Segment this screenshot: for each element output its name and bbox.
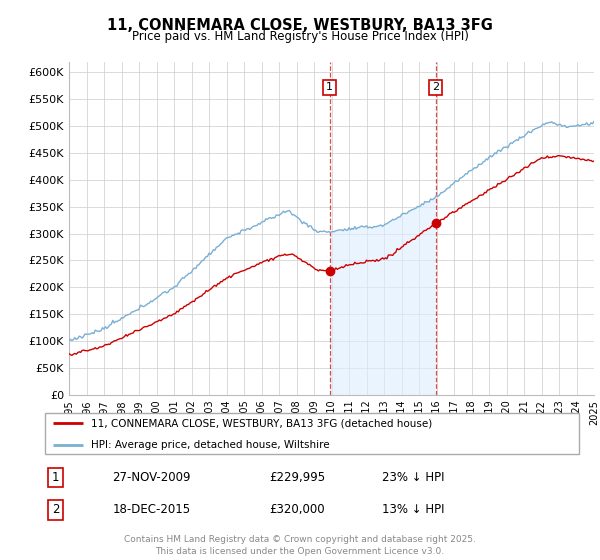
Text: Price paid vs. HM Land Registry's House Price Index (HPI): Price paid vs. HM Land Registry's House … (131, 30, 469, 43)
Text: HPI: Average price, detached house, Wiltshire: HPI: Average price, detached house, Wilt… (91, 440, 329, 450)
Text: 13% ↓ HPI: 13% ↓ HPI (382, 503, 445, 516)
Text: 2: 2 (52, 503, 59, 516)
Text: 23% ↓ HPI: 23% ↓ HPI (382, 471, 445, 484)
Text: 27-NOV-2009: 27-NOV-2009 (112, 471, 191, 484)
Text: 2: 2 (432, 82, 439, 92)
Text: 11, CONNEMARA CLOSE, WESTBURY, BA13 3FG: 11, CONNEMARA CLOSE, WESTBURY, BA13 3FG (107, 18, 493, 33)
Text: 18-DEC-2015: 18-DEC-2015 (112, 503, 190, 516)
Text: £320,000: £320,000 (269, 503, 325, 516)
Text: 11, CONNEMARA CLOSE, WESTBURY, BA13 3FG (detached house): 11, CONNEMARA CLOSE, WESTBURY, BA13 3FG … (91, 418, 432, 428)
Text: 1: 1 (52, 471, 59, 484)
Text: Contains HM Land Registry data © Crown copyright and database right 2025.
This d: Contains HM Land Registry data © Crown c… (124, 535, 476, 556)
Text: £229,995: £229,995 (269, 471, 325, 484)
Text: 1: 1 (326, 82, 333, 92)
FancyBboxPatch shape (45, 413, 580, 454)
